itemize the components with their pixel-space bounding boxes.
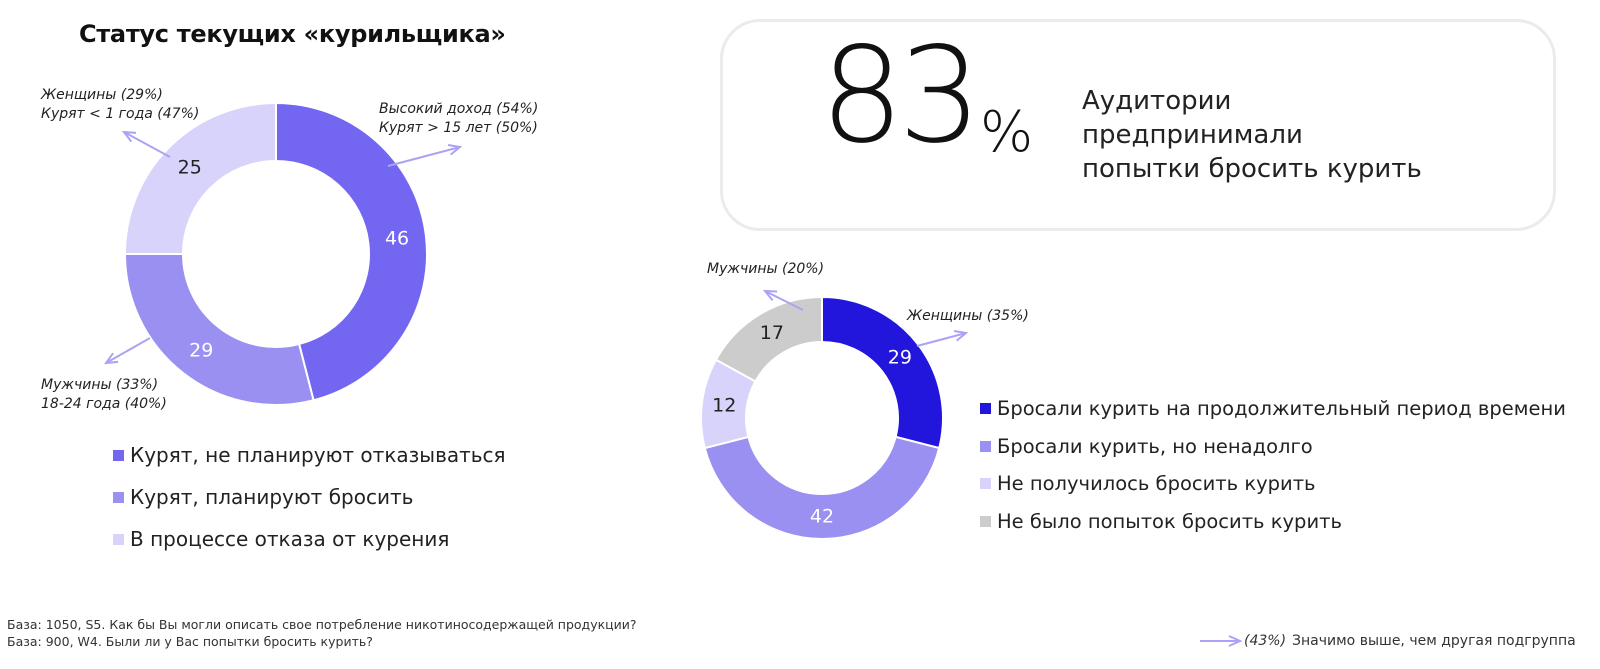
stat-line: Аудитории [1082,86,1232,116]
chart-title: Статус текущих «курильщика» [79,20,506,48]
stat-number: 83 [820,19,982,173]
arrow-men-2 [765,291,804,311]
donut-segment [714,295,823,383]
legend-label: Курят, планируют бросить [130,485,414,509]
legend-item: Бросали курить на продолжительный период… [980,390,1566,428]
donut-segment [703,435,941,540]
legend-swatch [980,403,991,415]
note-example: (43%) [1244,633,1287,649]
annotation-line: Курят < 1 года (47%) [41,106,200,122]
annotation-men-1: Мужчины (33%) 18-24 года (40%) [41,376,167,414]
legend-item: Не было попыток бросить курить [980,503,1566,541]
stat-description: Аудитории предпринимали попытки бросить … [1082,84,1422,186]
annotation-high-income: Высокий доход (54%) Курят > 15 лет (50%) [379,100,538,138]
annotation-line: Мужчины (33%) [41,377,159,393]
legend-swatch [980,516,991,528]
legend-label: Курят, не планируют отказываться [130,443,506,467]
footnote-base-2: База: 900, W4. Были ли у Вас попытки бро… [7,634,373,649]
data-label: 25 [178,157,202,179]
data-label: 29 [888,347,912,369]
stat-line: предпринимали [1082,120,1303,150]
donut-chart-smoking-status: 46 29 25 [123,101,428,406]
data-label: 46 [385,228,409,250]
note-text: Значимо выше, чем другая подгруппа [1292,633,1576,649]
annotation-line: Курят > 15 лет (50%) [379,120,538,136]
legend-label: Не было попыток бросить курить [997,510,1342,534]
legend-item: Курят, планируют бросить [113,476,506,518]
annotation-women-2: Женщины (35%) [907,307,1029,326]
annotation-line: Женщины (35%) [907,308,1029,324]
legend-swatch [980,478,991,490]
legend-swatch [980,440,991,452]
legend-label: Бросали курить, но ненадолго [997,434,1313,458]
donut-segment [123,101,277,255]
legend-item: Бросали курить, но ненадолго [980,428,1566,466]
stat-card [720,19,1556,231]
legend-smoking-status: Курят, не планируют отказываться Курят, … [113,434,506,560]
annotation-men-2: Мужчины (20%) [707,260,824,279]
stat-line: попытки бросить курить [1082,154,1422,184]
annotation-line: 18-24 года (40%) [41,396,167,412]
significance-note: (43%) Значимо выше, чем другая подгруппа [1244,633,1576,649]
legend-item: Курят, не планируют отказываться [113,434,506,476]
stat-unit: % [980,100,1034,165]
arrow-men-1 [106,337,151,363]
data-label: 42 [810,506,834,528]
arrow-high-income [387,147,460,167]
legend-quit-attempts: Бросали курить на продолжительный период… [980,390,1566,540]
legend-label: Бросали курить на продолжительный период… [997,397,1566,421]
annotation-line: Высокий доход (54%) [379,101,539,117]
annotation-arrows [106,132,1240,641]
legend-label: В процессе отказа от курения [130,527,450,551]
donut-chart-quit-attempts: 29 42 12 17 [700,295,944,540]
legend-label: Не получилось бросить курить [997,472,1316,496]
data-label: 12 [712,395,736,417]
donut-segment [821,295,944,450]
arrow-women-1 [124,132,171,158]
legend-item: Не получилось бросить курить [980,465,1566,503]
annotation-women-1: Женщины (29%) Курят < 1 года (47%) [41,86,199,124]
annotation-line: Мужчины (20%) [707,261,825,277]
data-label: 29 [189,339,213,361]
legend-swatch [113,491,124,503]
legend-swatch [113,533,124,545]
footnote-base-1: База: 1050, S5. Как бы Вы могли описать … [7,617,637,632]
legend-item: В процессе отказа от курения [113,518,506,560]
arrow-women-2 [916,333,966,347]
legend-swatch [113,449,124,461]
donut-segment [123,253,315,406]
annotation-line: Женщины (29%) [41,87,163,103]
data-label: 17 [760,322,784,344]
donut-segment [275,101,428,402]
